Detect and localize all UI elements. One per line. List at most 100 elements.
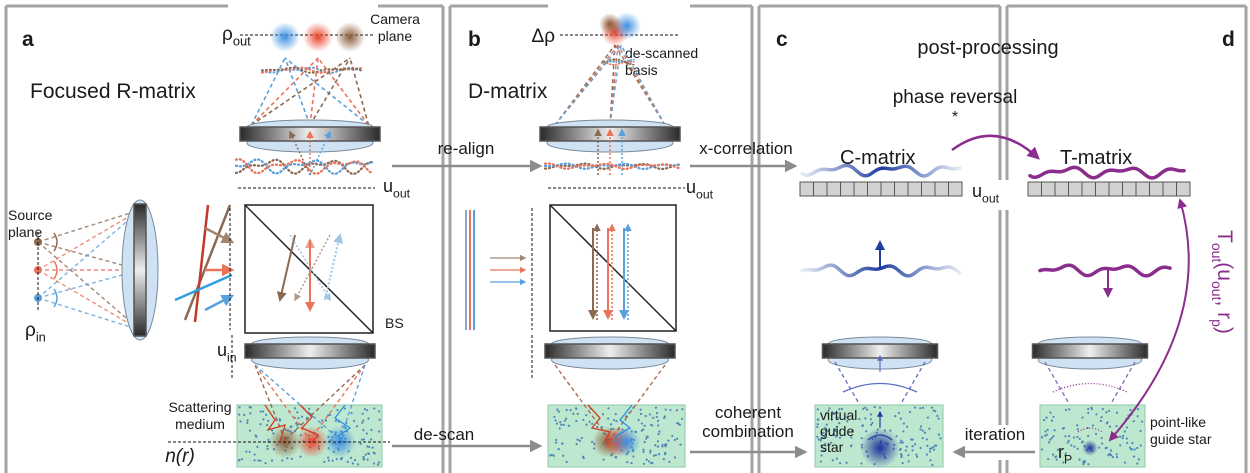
scatterer bbox=[576, 439, 578, 441]
scatterer bbox=[906, 426, 908, 428]
ray bbox=[555, 45, 621, 125]
arrow-label: combination bbox=[702, 422, 794, 441]
scatterer bbox=[1091, 408, 1093, 410]
scatterer bbox=[576, 443, 578, 445]
scatterer bbox=[1110, 454, 1112, 456]
scatterer bbox=[246, 422, 248, 424]
scatterer bbox=[373, 452, 375, 454]
scatterer bbox=[1051, 437, 1053, 439]
symbol: u bbox=[972, 181, 982, 201]
scatterer bbox=[862, 408, 864, 410]
subscript: P bbox=[1064, 452, 1072, 466]
scatterer bbox=[1100, 416, 1102, 418]
scatterer bbox=[1116, 412, 1118, 414]
label: Δρ bbox=[532, 26, 556, 47]
scatterer bbox=[907, 454, 909, 456]
scatterer bbox=[247, 419, 249, 421]
scatterer bbox=[559, 427, 561, 429]
scatterer bbox=[556, 423, 558, 425]
panel-label: d bbox=[1222, 28, 1235, 51]
symbol: ρ bbox=[25, 320, 36, 341]
scatterer bbox=[560, 424, 562, 426]
scatterer bbox=[362, 413, 364, 415]
scatterer bbox=[347, 461, 349, 463]
scatterer bbox=[1047, 458, 1049, 460]
scatterer bbox=[296, 411, 298, 413]
scatterer bbox=[249, 429, 251, 431]
scatterer bbox=[321, 419, 323, 421]
panel-title: D-matrix bbox=[468, 80, 548, 103]
scatterer bbox=[556, 408, 558, 410]
scatterer bbox=[1043, 419, 1045, 421]
scatterer bbox=[902, 462, 904, 464]
scatterer bbox=[1087, 412, 1089, 414]
scatterer bbox=[926, 438, 928, 440]
multiline-label: Scattering bbox=[168, 399, 231, 415]
detector-pixel bbox=[854, 182, 868, 196]
scatterer bbox=[1073, 445, 1075, 447]
ray bbox=[610, 45, 618, 125]
scatterer bbox=[1101, 437, 1103, 439]
symbol: ρ bbox=[222, 24, 233, 45]
multiline-label: star bbox=[820, 439, 844, 455]
scatterer bbox=[378, 461, 380, 463]
scatterer bbox=[367, 452, 369, 454]
scatterer bbox=[911, 445, 913, 447]
scatterer bbox=[900, 439, 902, 441]
scatterer bbox=[564, 420, 566, 422]
scatterer bbox=[366, 432, 368, 434]
scatterer bbox=[245, 451, 247, 453]
scatterer bbox=[610, 423, 612, 425]
scatterer bbox=[916, 456, 918, 458]
scatterer bbox=[332, 460, 334, 462]
scatterer bbox=[555, 419, 557, 421]
scatterer bbox=[271, 459, 273, 461]
scatterer bbox=[1082, 463, 1084, 465]
scatterer bbox=[649, 451, 651, 453]
scatterer bbox=[1081, 416, 1083, 418]
scatterer bbox=[568, 425, 570, 427]
multiline-label: plane bbox=[8, 224, 42, 240]
scatterer bbox=[262, 410, 264, 412]
lens-body bbox=[134, 204, 146, 336]
arrow-label: de-scan bbox=[414, 425, 474, 444]
scatterer bbox=[676, 438, 678, 440]
focal-spot bbox=[270, 22, 300, 52]
scatterer bbox=[1065, 409, 1067, 411]
scatterer bbox=[870, 424, 872, 426]
detector-pixel bbox=[814, 182, 828, 196]
panel-label: a bbox=[22, 28, 34, 51]
scatterer bbox=[1131, 448, 1133, 450]
label: phase reversal bbox=[893, 87, 1018, 108]
scatterer bbox=[1087, 435, 1089, 437]
scatterer bbox=[1110, 449, 1112, 451]
arrow bbox=[205, 228, 232, 242]
scatterer bbox=[928, 428, 930, 430]
detector-pixel bbox=[922, 182, 936, 196]
plane-wave bbox=[175, 275, 232, 300]
scatterer bbox=[1134, 448, 1136, 450]
scatterer bbox=[674, 456, 676, 458]
scatterer bbox=[919, 428, 921, 430]
source-wave bbox=[54, 289, 57, 307]
scatterer bbox=[265, 414, 267, 416]
scatterer bbox=[861, 425, 863, 427]
scatterer bbox=[378, 410, 380, 412]
scatterer bbox=[1137, 415, 1139, 417]
scatterer bbox=[368, 446, 370, 448]
scatterer bbox=[644, 441, 646, 443]
scatterer bbox=[864, 407, 866, 409]
scatterer bbox=[871, 422, 873, 424]
scatterer bbox=[900, 418, 902, 420]
figure: aFocused R-matrixρoutCameraplaneuoutSour… bbox=[0, 0, 1250, 473]
scatterer bbox=[671, 435, 673, 437]
scatterer bbox=[266, 424, 268, 426]
plane-wave bbox=[185, 205, 230, 320]
symbol-label: uin bbox=[217, 340, 237, 364]
scatterer bbox=[1052, 454, 1054, 456]
scatterer bbox=[1119, 444, 1121, 446]
scatterer bbox=[591, 423, 593, 425]
subscript: out bbox=[233, 34, 251, 49]
multiline-label: guide bbox=[820, 423, 854, 439]
scatterer bbox=[257, 459, 259, 461]
